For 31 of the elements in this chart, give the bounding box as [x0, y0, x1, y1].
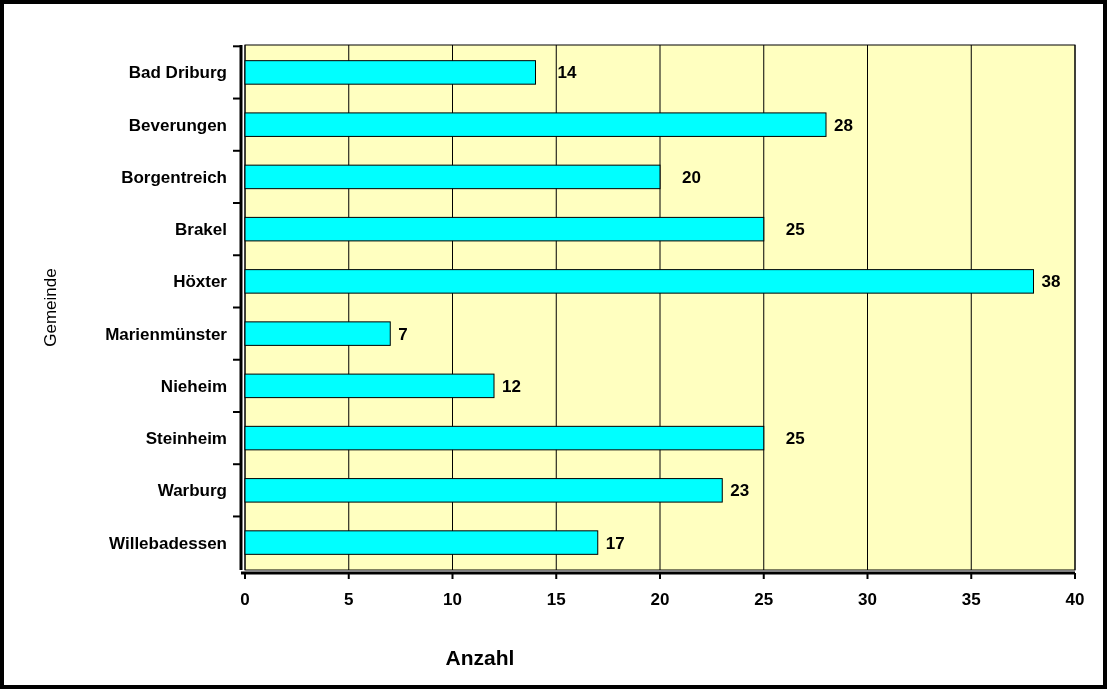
y-tick-label: Nieheim [160, 376, 227, 396]
y-tick-label: Höxter [173, 272, 228, 292]
data-label: 20 [682, 167, 701, 187]
x-tick-label: 30 [858, 590, 877, 609]
data-label: 28 [834, 115, 853, 135]
data-label: 38 [1041, 272, 1061, 292]
x-tick-label: 35 [961, 590, 981, 609]
data-label: 25 [785, 429, 805, 449]
data-label: 17 [605, 533, 625, 553]
y-tick-label: Willebadessen [109, 533, 227, 553]
y-tick-label: Warburg [157, 481, 227, 501]
y-tick-label: Borgentreich [121, 167, 227, 187]
data-label: 12 [502, 376, 521, 396]
y-axis-title: Gemeinde [41, 268, 60, 347]
data-label: 23 [730, 481, 750, 501]
y-tick-label: Beverungen [128, 115, 227, 135]
data-label: 7 [398, 324, 408, 344]
x-tick-label: 40 [1065, 590, 1085, 609]
y-tick-label: Marienmünster [105, 324, 228, 344]
y-tick-label: Bad Driburg [128, 63, 227, 83]
x-tick-label: 20 [650, 590, 670, 609]
x-tick-label: 15 [546, 590, 566, 609]
x-tick-label: 25 [754, 590, 774, 609]
x-tick-label: 10 [443, 590, 462, 609]
data-label: 25 [785, 220, 805, 240]
x-tick-label: 0 [240, 590, 250, 609]
y-tick-label: Brakel [175, 220, 227, 240]
x-axis-title: Anzahl [445, 646, 515, 669]
data-label: 14 [557, 63, 577, 83]
y-tick-label: Steinheim [145, 429, 227, 449]
x-tick-label: 5 [344, 590, 354, 609]
